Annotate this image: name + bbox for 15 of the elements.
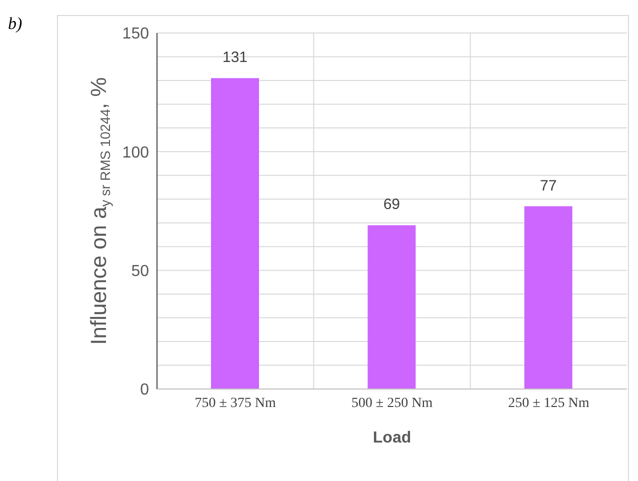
data-label: 69 xyxy=(383,196,400,214)
y-tick-label: 100 xyxy=(122,144,150,162)
x-tick-label: 500 ± 250 Nm xyxy=(351,396,433,411)
x-axis-title: Load xyxy=(372,429,412,446)
y-tick-label: 150 xyxy=(122,26,150,43)
y-tick-label: 50 xyxy=(131,263,150,280)
bar xyxy=(368,225,416,389)
x-tick-label: 750 ± 375 Nm xyxy=(194,396,276,411)
data-label: 131 xyxy=(222,49,248,66)
bar xyxy=(211,78,259,389)
y-tick-label: 0 xyxy=(140,382,150,399)
text: b) xyxy=(8,14,22,34)
bar xyxy=(524,206,572,389)
x-tick-label: 250 ± 125 Nm xyxy=(508,396,590,411)
data-label: 77 xyxy=(540,177,557,194)
